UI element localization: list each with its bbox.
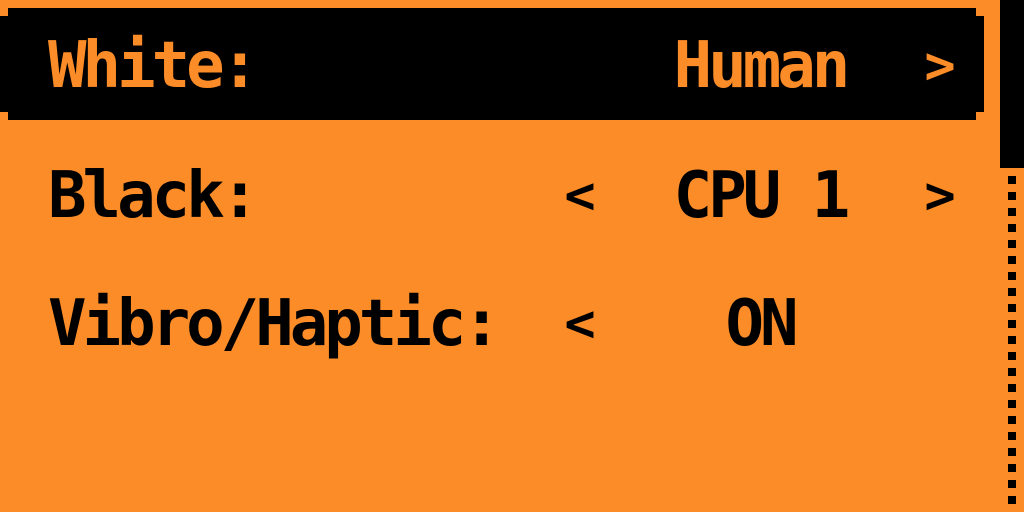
chevron-right-icon[interactable]: > [924,166,956,226]
menu-item-white[interactable]: White: Human > [0,8,984,120]
scrollbar-thumb[interactable] [1000,0,1024,168]
chevron-right-icon[interactable]: > [924,36,956,96]
value-area: Human > [560,29,960,103]
item-value: Human [673,29,847,103]
menu-item-vibro-haptic[interactable]: Vibro/Haptic: < ON [0,256,984,384]
value-area: < ON [560,287,960,361]
item-label: White: [48,29,256,103]
item-label: Vibro/Haptic: [48,287,501,361]
item-label: Black: [48,159,259,233]
item-value: CPU 1 [673,159,851,233]
item-value: ON [725,287,798,361]
value-area: < CPU 1 > [560,159,960,233]
chevron-left-icon[interactable]: < [564,294,596,354]
scrollbar-track [1008,176,1016,504]
menu-item-black[interactable]: Black: < CPU 1 > [0,128,984,256]
chevron-left-icon[interactable]: < [564,166,596,226]
